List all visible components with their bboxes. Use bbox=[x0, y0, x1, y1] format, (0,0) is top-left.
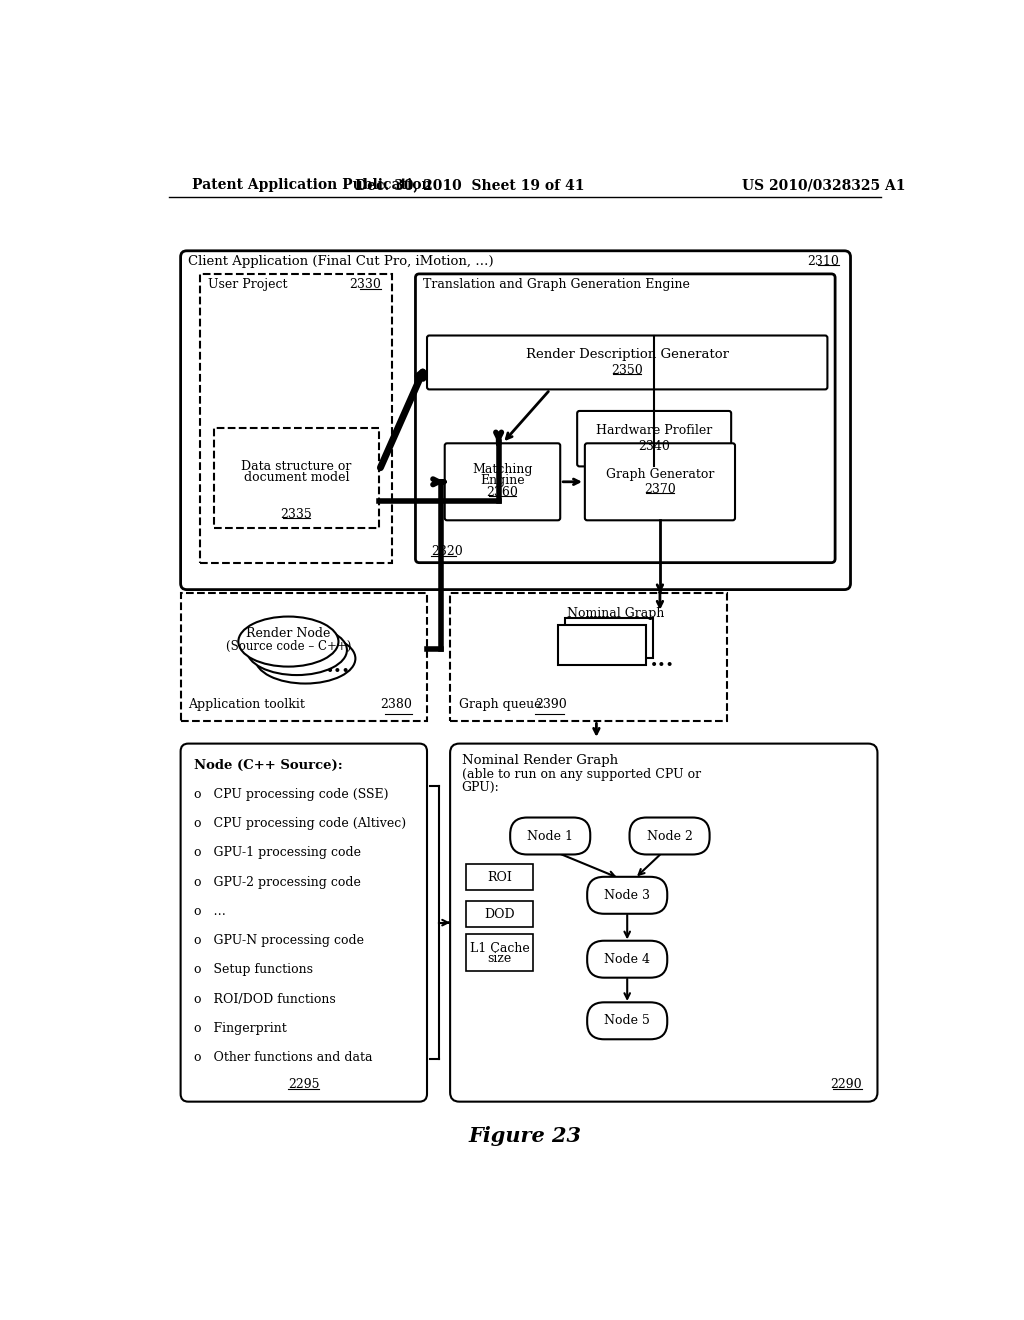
Bar bbox=[571, 611, 660, 651]
Text: (able to run on any supported CPU or: (able to run on any supported CPU or bbox=[462, 768, 700, 781]
FancyBboxPatch shape bbox=[510, 817, 590, 854]
Bar bbox=[466, 865, 534, 890]
Text: 2290: 2290 bbox=[830, 1078, 862, 1092]
Text: 2320: 2320 bbox=[431, 545, 463, 558]
Text: GPU):: GPU): bbox=[462, 781, 500, 795]
Text: Hardware Profiler: Hardware Profiler bbox=[596, 425, 713, 437]
Text: DOD: DOD bbox=[484, 908, 515, 920]
Text: Application toolkit: Application toolkit bbox=[188, 698, 305, 711]
Text: o   GPU-2 processing code: o GPU-2 processing code bbox=[195, 875, 361, 888]
Text: o   Fingerprint: o Fingerprint bbox=[195, 1022, 287, 1035]
Text: 2390: 2390 bbox=[535, 698, 566, 711]
FancyBboxPatch shape bbox=[427, 335, 827, 389]
Bar bbox=[180, 594, 427, 721]
Text: Node (C++ Source):: Node (C++ Source): bbox=[195, 759, 343, 772]
Text: Figure 23: Figure 23 bbox=[468, 1126, 582, 1146]
Text: Node 1: Node 1 bbox=[527, 829, 573, 842]
Bar bbox=[200, 275, 392, 562]
Ellipse shape bbox=[255, 634, 355, 684]
Text: Translation and Graph Generation Engine: Translation and Graph Generation Engine bbox=[423, 279, 690, 292]
FancyBboxPatch shape bbox=[587, 941, 668, 978]
Text: ROI: ROI bbox=[487, 871, 512, 883]
Text: Graph queue: Graph queue bbox=[460, 698, 542, 711]
Text: 2335: 2335 bbox=[281, 508, 312, 520]
Text: •••: ••• bbox=[649, 657, 674, 672]
Text: User Project: User Project bbox=[208, 279, 287, 292]
Text: Matching: Matching bbox=[472, 463, 532, 477]
Text: 2350: 2350 bbox=[611, 363, 643, 376]
FancyBboxPatch shape bbox=[578, 411, 731, 466]
Text: o   CPU processing code (SSE): o CPU processing code (SSE) bbox=[195, 788, 389, 801]
Text: 2380: 2380 bbox=[380, 698, 412, 711]
Text: size: size bbox=[487, 952, 512, 965]
FancyBboxPatch shape bbox=[180, 251, 851, 590]
Text: Dec. 30, 2010  Sheet 19 of 41: Dec. 30, 2010 Sheet 19 of 41 bbox=[354, 178, 584, 193]
Text: o   …: o … bbox=[195, 906, 226, 917]
Text: •••: ••• bbox=[326, 664, 351, 678]
Text: Graph Generator: Graph Generator bbox=[606, 467, 714, 480]
Text: Client Application (Final Cut Pro, iMotion, …): Client Application (Final Cut Pro, iMoti… bbox=[188, 255, 494, 268]
FancyBboxPatch shape bbox=[630, 817, 710, 854]
Bar bbox=[558, 624, 646, 665]
Text: Nominal Render Graph: Nominal Render Graph bbox=[462, 754, 617, 767]
Text: Render Description Generator: Render Description Generator bbox=[525, 348, 729, 362]
Text: Render Node: Render Node bbox=[246, 627, 331, 640]
Text: o   GPU-1 processing code: o GPU-1 processing code bbox=[195, 846, 361, 859]
Bar bbox=[451, 594, 727, 721]
Text: L1 Cache: L1 Cache bbox=[470, 942, 529, 954]
Text: o   CPU processing code (Altivec): o CPU processing code (Altivec) bbox=[195, 817, 407, 830]
Text: 2370: 2370 bbox=[644, 483, 676, 496]
FancyBboxPatch shape bbox=[444, 444, 560, 520]
Text: Data structure or: Data structure or bbox=[242, 459, 351, 473]
Text: document model: document model bbox=[244, 471, 349, 484]
Text: o   Other functions and data: o Other functions and data bbox=[195, 1051, 373, 1064]
Text: o   ROI/DOD functions: o ROI/DOD functions bbox=[195, 993, 336, 1006]
Text: o   GPU-N processing code: o GPU-N processing code bbox=[195, 935, 365, 948]
Bar bbox=[466, 933, 534, 970]
Text: US 2010/0328325 A1: US 2010/0328325 A1 bbox=[741, 178, 905, 193]
Text: Node 3: Node 3 bbox=[604, 888, 650, 902]
FancyBboxPatch shape bbox=[587, 1002, 668, 1039]
Text: 2295: 2295 bbox=[288, 1078, 319, 1092]
Bar bbox=[565, 618, 653, 657]
Bar bbox=[466, 902, 534, 927]
FancyBboxPatch shape bbox=[416, 275, 836, 562]
FancyBboxPatch shape bbox=[587, 876, 668, 913]
Text: Node 2: Node 2 bbox=[646, 829, 692, 842]
Bar bbox=[214, 428, 379, 528]
Text: Node 5: Node 5 bbox=[604, 1014, 650, 1027]
FancyBboxPatch shape bbox=[585, 444, 735, 520]
Text: 2360: 2360 bbox=[486, 486, 518, 499]
Text: 2340: 2340 bbox=[638, 440, 670, 453]
FancyBboxPatch shape bbox=[180, 743, 427, 1102]
Text: Node 4: Node 4 bbox=[604, 953, 650, 966]
Text: o   Setup functions: o Setup functions bbox=[195, 964, 313, 977]
Ellipse shape bbox=[247, 626, 347, 675]
Text: 2310: 2310 bbox=[807, 255, 839, 268]
FancyBboxPatch shape bbox=[451, 743, 878, 1102]
Text: Engine: Engine bbox=[480, 474, 524, 487]
Text: Patent Application Publication: Patent Application Publication bbox=[193, 178, 432, 193]
Text: Nominal Graph: Nominal Graph bbox=[567, 607, 665, 620]
Text: 2330: 2330 bbox=[349, 279, 381, 292]
Text: (Source code – C++): (Source code – C++) bbox=[225, 640, 351, 652]
Ellipse shape bbox=[239, 616, 339, 667]
